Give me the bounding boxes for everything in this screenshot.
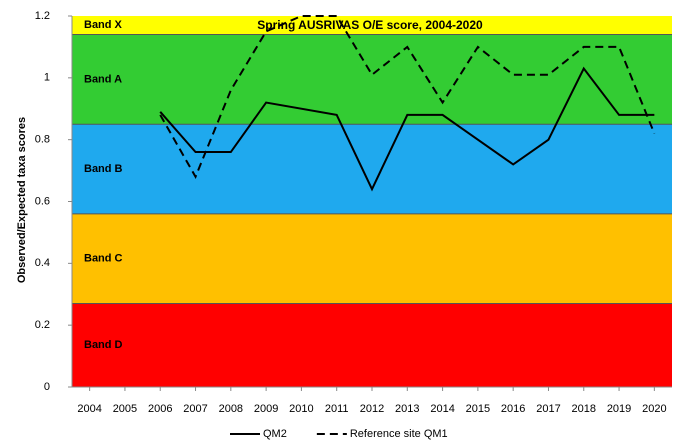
x-tick-label: 2007 xyxy=(183,403,207,415)
x-tick-label: 2017 xyxy=(536,403,560,415)
x-tick-label: 2009 xyxy=(254,403,278,415)
y-tick-label: 0 xyxy=(44,381,50,393)
y-tick-label: 1.2 xyxy=(35,10,50,22)
x-tick-label: 2014 xyxy=(430,403,454,415)
band xyxy=(72,124,672,214)
x-tick-label: 2020 xyxy=(642,403,666,415)
x-tick-label: 2016 xyxy=(501,403,525,415)
band-label: Band D xyxy=(84,339,123,351)
legend-label: QM2 xyxy=(263,428,287,440)
chart-title: Spring AUSRIVAS O/E score, 2004-2020 xyxy=(257,18,483,32)
band-label: Band B xyxy=(84,163,123,175)
band-label: Band A xyxy=(84,73,122,85)
y-tick-label: 0.2 xyxy=(35,319,50,331)
band xyxy=(72,34,672,125)
x-tick-label: 2019 xyxy=(607,403,631,415)
x-tick-label: 2004 xyxy=(77,403,101,415)
band-label: Band X xyxy=(84,19,123,31)
y-tick-label: 0.8 xyxy=(35,134,50,146)
y-axis-label: Observed/Expected taxa scores xyxy=(16,117,28,283)
x-tick-label: 2015 xyxy=(466,403,490,415)
x-tick-label: 2018 xyxy=(572,403,596,415)
band xyxy=(72,16,672,35)
x-tick-label: 2013 xyxy=(395,403,419,415)
series-line xyxy=(159,66,655,192)
y-tick-label: 0.4 xyxy=(35,257,50,269)
x-tick-label: 2008 xyxy=(219,403,243,415)
y-tick-label: 1 xyxy=(44,72,50,84)
x-tick-label: 2011 xyxy=(325,403,349,415)
x-tick-label: 2006 xyxy=(148,403,172,415)
band xyxy=(72,213,672,304)
band xyxy=(72,303,672,387)
x-tick-label: 2010 xyxy=(289,403,313,415)
x-tick-label: 2012 xyxy=(360,403,384,415)
y-tick-label: 0.6 xyxy=(35,195,50,207)
band-label: Band C xyxy=(84,253,123,265)
x-tick-label: 2005 xyxy=(113,403,137,415)
legend-label: Reference site QM1 xyxy=(350,428,448,440)
series-line xyxy=(159,15,656,180)
